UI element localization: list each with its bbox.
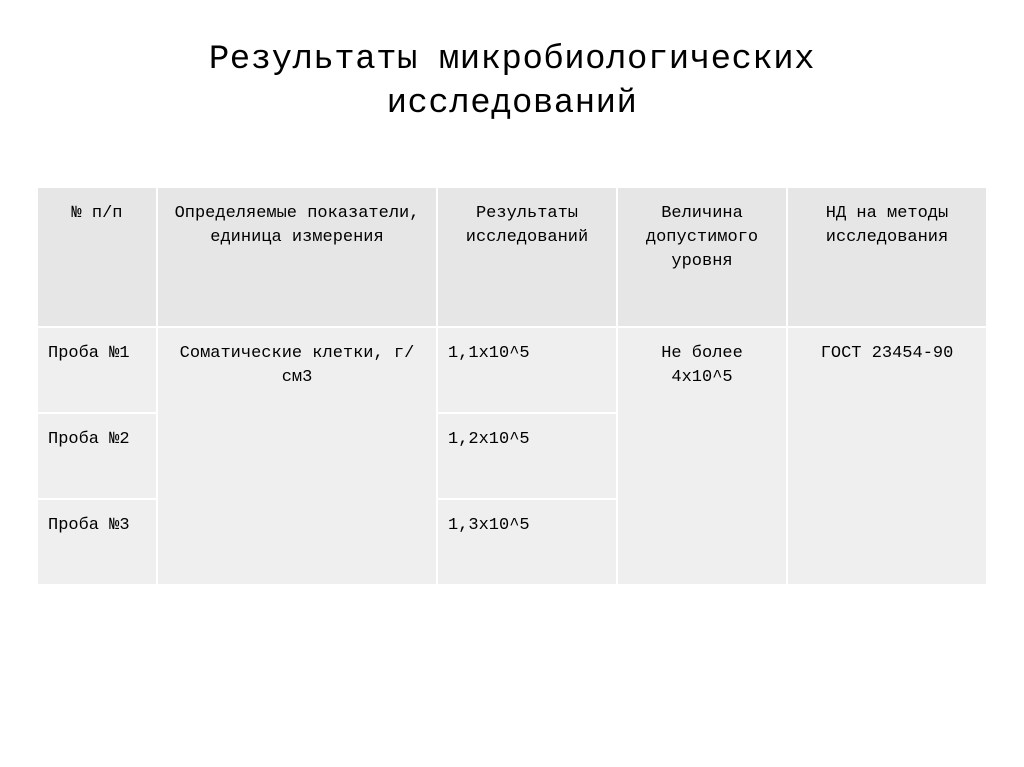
- title-line-2: исследований: [387, 85, 638, 123]
- table-header-row: № п/п Определяемые показатели, единица и…: [37, 187, 987, 327]
- cell-sample-2: Проба №2: [37, 413, 157, 499]
- cell-sample-1: Проба №1: [37, 327, 157, 413]
- col-header-indicators: Определяемые показатели, единица измерен…: [157, 187, 437, 327]
- table-row: Проба №1 Соматические клетки, г/см3 1,1х…: [37, 327, 987, 413]
- col-header-results: Результаты исследований: [437, 187, 617, 327]
- title-line-1: Результаты микробиологических: [209, 41, 815, 79]
- col-header-limit: Величина допустимого уровня: [617, 187, 787, 327]
- cell-limit: Не более 4х10^5: [617, 327, 787, 585]
- page-title: Результаты микробиологических исследован…: [0, 38, 1024, 126]
- cell-nd: ГОСТ 23454-90: [787, 327, 987, 585]
- cell-result-3: 1,3х10^5: [437, 499, 617, 585]
- col-header-num: № п/п: [37, 187, 157, 327]
- cell-result-2: 1,2х10^5: [437, 413, 617, 499]
- col-header-nd: НД на методы исследования: [787, 187, 987, 327]
- page: Результаты микробиологических исследован…: [0, 0, 1024, 767]
- cell-result-1: 1,1х10^5: [437, 327, 617, 413]
- cell-indicator: Соматические клетки, г/см3: [157, 327, 437, 585]
- cell-sample-3: Проба №3: [37, 499, 157, 585]
- results-table: № п/п Определяемые показатели, единица и…: [36, 186, 988, 586]
